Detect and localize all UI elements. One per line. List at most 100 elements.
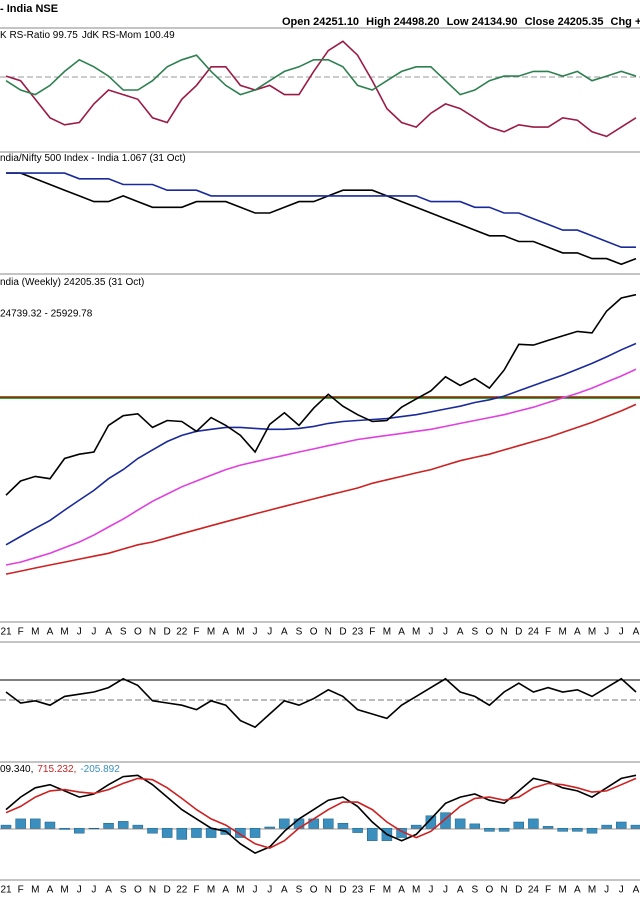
x-tick-label: J [253,885,258,896]
x-tick-label: M [207,885,215,896]
x-tick-label: D [515,627,522,638]
x-tick-label: F [369,885,375,896]
histogram-bar [601,824,612,829]
x-tick-label: A [574,627,581,638]
series-line [5,777,637,849]
series-line [6,172,636,248]
histogram-bar [279,818,290,829]
x-tick-label: F [545,627,551,638]
histogram-bar [557,827,568,832]
x-tick-label: M [60,885,68,896]
x-tick-label: A [633,885,640,896]
histogram-bar [44,821,56,829]
x-tick-label: A [457,627,464,638]
x-tick-label: M [412,627,420,638]
histogram-bar [103,822,114,829]
x-tick-label: J [91,627,96,638]
x-tick-label: F [18,627,24,638]
x-tick-label: F [369,627,375,638]
low: Low 24134.90 [447,16,518,28]
histogram-bar [484,827,495,832]
x-tick-label: F [545,885,551,896]
x-tick-label: S [120,627,127,638]
x-tick-label: O [134,885,142,896]
histogram-bar [337,822,349,829]
histogram-bar [264,826,275,829]
change: Chg +2 [611,16,640,28]
legend-entry: ndia (Weekly) 24205.35 (31 Oct) [0,277,144,288]
series-line [5,403,637,575]
legend-entry: -205.892 [80,764,120,775]
x-tick-label: J [443,627,448,638]
x-tick-label: J [91,885,96,896]
x-tick-label: D [339,627,346,638]
histogram-bar [367,827,378,841]
x-tick-label: J [619,885,624,896]
x-tick-label: 23 [352,627,364,638]
histogram-bar [352,827,363,833]
x-tick-label: M [207,627,215,638]
histogram-bar [30,818,41,829]
x-tick-label: O [310,885,318,896]
x-tick-label: M [559,885,567,896]
x-tick-label: F [193,627,199,638]
series-line [5,774,637,855]
series-line [5,368,637,566]
histogram-bar [147,827,158,834]
histogram-bar [528,818,539,829]
x-tick-label: J [253,627,258,638]
x-tick-label: O [486,885,494,896]
x-tick-label: A [457,885,464,896]
histogram-bar [249,827,261,838]
histogram-bar [132,824,144,829]
legend-entry: JdK RS-Mom 100.49 [82,30,175,41]
x-tick-label: J [604,627,609,638]
x-tick-label: J [267,627,272,638]
x-tick-label: D [515,885,522,896]
legend-entry: 715.232, [37,764,76,775]
x-tick-label: M [31,885,39,896]
histogram-bar [15,818,26,829]
series-line [5,40,637,138]
x-tick-label: J [428,885,433,896]
x-tick-label: D [339,885,346,896]
legend: 09.340, 715.232, -205.892 [0,764,120,775]
histogram-bar [0,824,12,829]
x-tick-label: 22 [176,885,188,896]
x-tick-label: A [281,885,288,896]
histogram-bar [513,821,524,829]
x-tick-label: J [428,627,433,638]
histogram-bar [454,818,466,829]
x-tick-label: A [398,885,405,896]
histogram-bar [176,827,188,840]
legend: ndia/Nifty 500 Index - India 1.067 (31 O… [0,153,186,164]
histogram-bar [191,827,202,838]
x-tick-label: A [105,885,112,896]
symbol: - India NSE [0,3,58,15]
x-tick-label: M [588,885,596,896]
x-tick-label: J [77,885,82,896]
bollinger-label: 24739.32 - 25929.78 [0,309,93,320]
x-tick-label: M [383,885,391,896]
close: Close 24205.35 [525,16,604,28]
legend-entry: ndia/Nifty 500 Index - India 1.067 (31 O… [0,153,186,164]
histogram-bar [440,812,451,829]
histogram-bar [59,827,70,830]
x-tick-label: 21 [0,885,12,896]
x-tick-label: 23 [352,885,364,896]
x-tick-label: S [471,885,478,896]
open: Open 24251.10 [282,16,359,28]
x-tick-label: A [398,627,405,638]
x-tick-label: S [120,885,127,896]
legend: ndia (Weekly) 24205.35 (31 Oct) [0,277,144,288]
ohlc: Open 24251.10 High 24498.20 Low 24134.90… [282,16,640,28]
x-tick-label: J [443,885,448,896]
x-tick-label: A [47,627,54,638]
high: High 24498.20 [366,16,439,28]
x-tick-label: O [310,627,318,638]
x-tick-label: M [559,627,567,638]
series-line [5,54,637,96]
histogram-bar [616,821,627,829]
histogram-bar [161,827,173,838]
x-tick-label: A [281,627,288,638]
